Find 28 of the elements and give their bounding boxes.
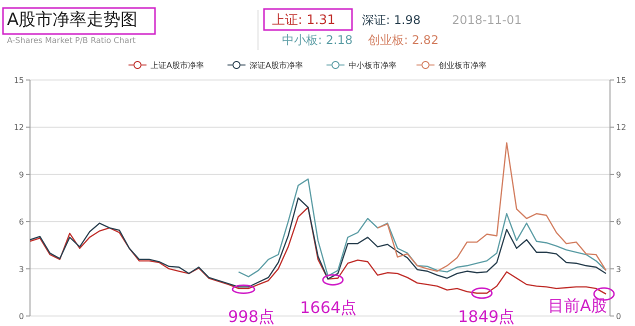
chart-title: A股市净率走势图 (7, 10, 138, 30)
y2-tick-label: 6 (616, 218, 622, 227)
annotation: 998点 (228, 307, 275, 326)
text: 深证: 1.98 (362, 13, 421, 27)
text: 创业板: 2.82 (368, 33, 439, 47)
y-tick-label: 0 (18, 312, 24, 321)
y2-tick-label: 12 (616, 123, 626, 132)
annotation: 目前A股 (548, 296, 607, 315)
legend-label: 深证A股市净率 (250, 61, 303, 70)
annotation: 1664点 (300, 298, 357, 317)
legend-label: 中小板市净率 (348, 61, 396, 70)
y-tick-label: 15 (14, 76, 24, 85)
legend-label: 上证A股市净率 (150, 61, 204, 70)
line-series (376, 142, 607, 272)
y2-tick-label: 15 (616, 76, 626, 85)
text: 2018-11-01 (452, 13, 522, 27)
y-tick-label: 12 (14, 123, 24, 132)
y-tick-label: 9 (18, 170, 24, 180)
y2-tick-label: 0 (616, 312, 622, 321)
text: 中小板: 2.18 (282, 33, 353, 47)
annotation: 1849点 (458, 307, 515, 326)
y-tick-label: 6 (18, 218, 24, 227)
chart-subtitle: A-Shares Market P/B Ratio Chart (7, 36, 136, 45)
legend-label: 创业板市净率 (438, 61, 486, 70)
y2-tick-label: 9 (616, 170, 622, 180)
text: 上证: 1.31 (272, 13, 336, 28)
y-tick-label: 3 (18, 264, 24, 274)
y2-tick-label: 3 (616, 264, 622, 274)
